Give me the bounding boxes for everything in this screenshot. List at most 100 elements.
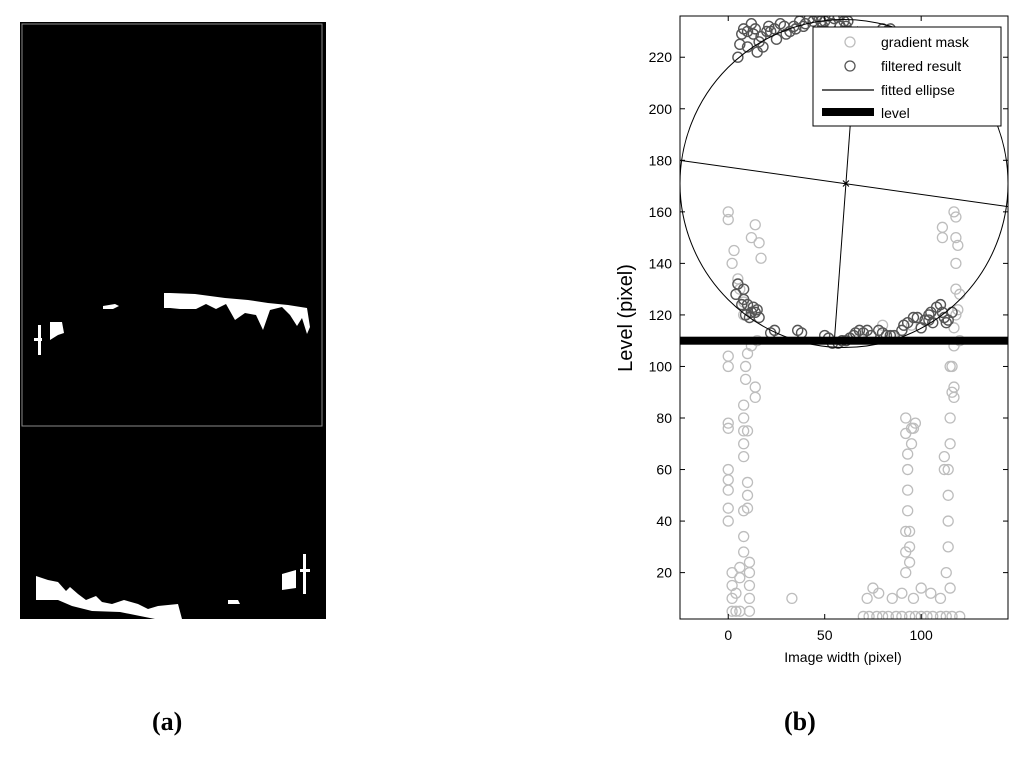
filtered-result-point xyxy=(927,316,939,329)
gradient-mask-point xyxy=(944,360,956,373)
gradient-mask-point xyxy=(722,417,734,429)
filtered-result-point xyxy=(822,16,835,22)
gradient-mask-point xyxy=(743,556,756,568)
filtered-result-point xyxy=(811,16,823,22)
gradient-mask-point xyxy=(902,484,914,496)
filtered-result-point xyxy=(911,311,924,324)
gradient-mask-point xyxy=(944,412,956,424)
filtered-result-point xyxy=(768,324,781,337)
y-tick-label: 180 xyxy=(649,152,673,168)
y-tick-label: 80 xyxy=(656,410,672,426)
gradient-mask-point xyxy=(903,610,916,619)
legend: gradient mask filtered result fitted ell… xyxy=(812,26,1002,127)
gradient-mask-point xyxy=(900,525,912,538)
gradient-mask-point xyxy=(726,257,738,270)
filtered-result-point xyxy=(737,283,750,295)
gradient-mask-point xyxy=(934,610,947,619)
gradient-mask-point xyxy=(738,399,750,411)
filtered-result-point xyxy=(751,304,763,316)
gradient-mask-point xyxy=(921,610,933,619)
filtered-result-point xyxy=(736,298,748,311)
gradient-mask-point xyxy=(942,515,954,527)
filtered-result-point xyxy=(757,41,769,53)
binary-image-panel xyxy=(20,22,326,619)
caption-b: (b) xyxy=(784,707,816,736)
filtered-result-point xyxy=(736,28,748,40)
x-tick-label: 100 xyxy=(909,627,933,643)
gradient-mask-point xyxy=(738,412,750,424)
gradient-mask-point xyxy=(886,592,898,605)
filtered-result-point xyxy=(761,25,773,38)
gradient-mask-point xyxy=(741,489,754,501)
scatter-chart-panel: 0 50 100 20 40 60 80 100 120 140 160 180 200 220 Imag… xyxy=(600,0,1024,680)
scatter-chart: 0 50 100 20 40 60 80 100 120 140 160 180 200 220 Imag… xyxy=(615,15,1009,665)
axis-ticks: 0 50 100 20 40 60 80 100 120 140 160 180 200 220 xyxy=(649,16,1008,643)
gradient-mask-point xyxy=(722,463,734,476)
filtered-result-point xyxy=(934,298,947,311)
gradient-mask-point xyxy=(743,592,756,605)
gradient-mask-point xyxy=(952,304,964,316)
gradient-mask-point xyxy=(738,451,750,463)
gradient-mask-point xyxy=(936,221,949,233)
gradient-mask-point xyxy=(905,438,918,450)
filtered-result-point xyxy=(745,306,758,319)
gradient-mask-point xyxy=(907,422,920,434)
gradient-mask-point xyxy=(722,422,734,434)
legend-fitted-ellipse-label: fitted ellipse xyxy=(881,82,955,98)
gradient-mask-point xyxy=(738,546,750,558)
gradient-mask-point xyxy=(942,463,954,476)
gradient-mask-point xyxy=(726,605,738,617)
gradient-mask-point xyxy=(940,610,952,619)
gradient-mask-point xyxy=(738,438,750,450)
filtered-result-point xyxy=(747,28,760,40)
gradient-mask-point xyxy=(944,438,956,450)
legend-level-label: level xyxy=(881,105,910,121)
gradient-mask-point xyxy=(890,610,902,619)
gradient-mask-point xyxy=(954,610,966,619)
gradient-mask-point xyxy=(857,610,869,619)
gradient-mask-point xyxy=(743,605,756,617)
gradient-mask-point xyxy=(741,425,754,437)
filtered-result-point xyxy=(753,311,765,324)
gradient-mask-point xyxy=(871,610,883,619)
y-tick-label: 140 xyxy=(649,255,673,271)
y-axis-label: Level (pixel) xyxy=(615,264,637,372)
gradient-mask-point xyxy=(749,219,761,231)
gradient-mask-point xyxy=(909,610,922,619)
gradient-mask-point xyxy=(902,463,914,476)
plot-frame xyxy=(679,15,1009,620)
x-tick-label: 0 xyxy=(724,627,732,643)
fitted-ellipse-curve xyxy=(680,19,1008,348)
gradient-mask-point xyxy=(942,541,954,553)
gradient-mask-point xyxy=(938,451,950,463)
gradient-mask-points xyxy=(722,206,966,619)
y-tick-label: 220 xyxy=(649,49,673,65)
y-tick-label: 20 xyxy=(656,565,672,581)
gradient-mask-point xyxy=(952,239,964,251)
gradient-mask-point xyxy=(749,381,761,393)
gradient-mask-point xyxy=(946,610,958,619)
filtered-result-point xyxy=(732,51,744,63)
y-tick-label: 40 xyxy=(656,513,672,529)
gradient-mask-point xyxy=(946,386,958,398)
gradient-mask-point xyxy=(755,252,767,264)
ellipse-axis xyxy=(680,159,1008,208)
gradient-mask-point xyxy=(722,502,734,514)
gradient-mask-point xyxy=(873,587,885,599)
gradient-mask-point xyxy=(739,360,752,373)
gradient-mask-point xyxy=(944,582,956,594)
y-tick-label: 60 xyxy=(656,462,672,478)
gradient-mask-point xyxy=(915,610,927,619)
gradient-mask-point xyxy=(741,502,754,514)
gradient-mask-point xyxy=(903,541,916,553)
gradient-mask-point xyxy=(927,610,939,619)
gradient-mask-point xyxy=(730,605,742,617)
gradient-mask-point xyxy=(902,505,914,517)
gradient-mask-point xyxy=(909,417,922,429)
x-axis-label: Image width (pixel) xyxy=(784,649,902,665)
gradient-mask-point xyxy=(950,211,962,223)
gradient-mask-point xyxy=(900,412,912,424)
gradient-mask-point xyxy=(907,592,920,605)
filtered-result-point xyxy=(763,20,775,33)
filtered-result-point xyxy=(907,311,920,324)
